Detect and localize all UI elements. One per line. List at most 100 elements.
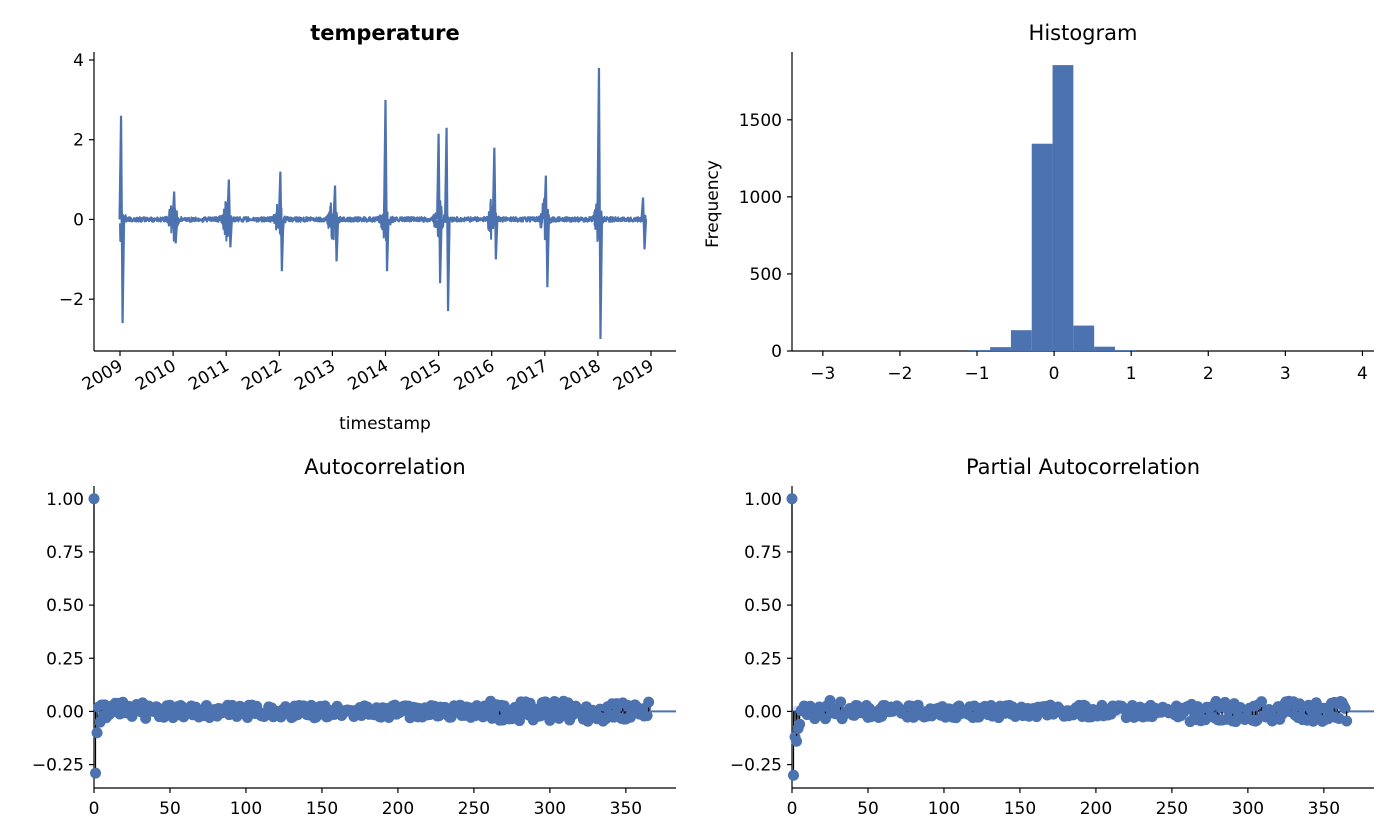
x-tick-label: 1 [1126,364,1137,384]
temperature-spike [436,133,443,284]
chart-title: Partial Autocorrelation [966,455,1200,479]
x-tick-label: −3 [810,364,835,384]
x-tick-label: 0 [1049,364,1060,384]
y-tick-label: 0.50 [46,596,84,616]
lag-marker [90,767,102,779]
chart-title: Autocorrelation [304,455,465,479]
x-tick-label: 100 [230,799,262,819]
histogram-bar [1031,143,1053,351]
x-ticks: 0 50 100 150 200 250 300 350 [89,788,642,819]
lag-marker [1256,696,1268,708]
x-tick-label: 350 [1308,799,1340,819]
lag-marker [1199,714,1211,726]
y-tick-label: −0.25 [730,756,782,776]
temperature-spike [382,99,390,272]
lag-marker [88,493,100,505]
partial-autocorrelation-chart: Partial Autocorrelation 1.00 0.75 0.50 0.25… [730,455,1374,819]
x-tick-label: 2014 [345,356,392,395]
y-tick-label: 500 [750,265,782,285]
y-tick-label: 4 [73,51,84,71]
y-ticks: 1.00 0.75 0.50 0.25 0.00 −0.25 [32,490,94,776]
x-tick-label: 2015 [398,356,445,395]
temperature-series [118,67,648,340]
lag-marker [643,696,655,708]
pacf-marks [786,493,1374,781]
y-tick-label: −0.25 [32,756,84,776]
temperature-spike [118,115,126,324]
histogram-bar [1010,330,1032,351]
lag-marker [788,769,800,781]
lag-marker [158,711,170,723]
lag-marker [786,493,798,505]
x-tick-label: 2010 [132,356,179,395]
x-tick-label: 2017 [504,356,551,395]
histogram-bars [969,65,1136,351]
x-tick-label: 2 [1203,364,1214,384]
temperature-spike [543,175,550,288]
x-ticks: 2009 2010 2011 2012 2013 2014 2015 2016 2017 2018… [79,351,658,395]
histogram-bar [969,350,991,351]
y-tick-label: 2 [73,131,84,151]
x-tick-label: 350 [610,799,642,819]
y-tick-label: −2 [59,290,84,310]
x-tick-label: −2 [887,364,912,384]
x-tick-label: −1 [964,364,989,384]
x-tick-label: 50 [159,799,181,819]
lag-marker [1339,702,1351,714]
y-tick-label: 0.25 [46,649,84,669]
x-axis-label: timestamp [339,414,431,434]
temperature-spike [332,185,340,262]
x-tick-label: 150 [1004,799,1036,819]
x-ticks: 0 50 100 150 200 250 300 350 [787,788,1340,819]
temperature-spike [596,67,604,340]
x-tick-label: 0 [787,799,798,819]
histogram-bar [1073,325,1095,351]
x-tick-label: 150 [306,799,338,819]
x-tick-label: 250 [1156,799,1188,819]
chart-title: Histogram [1029,21,1138,45]
y-tick-label: 1.00 [744,490,782,510]
y-tick-label: 1.00 [46,490,84,510]
y-tick-label: 0.75 [46,543,84,563]
x-tick-label: 50 [857,799,879,819]
lag-marker [791,735,803,747]
lag-marker [1031,711,1043,723]
y-tick-label: 0.75 [744,543,782,563]
y-tick-label: 0.00 [46,702,84,722]
y-ticks: 4 2 0 −2 [59,51,94,310]
y-tick-label: 0.50 [744,596,782,616]
lag-marker [445,711,457,723]
lag-marker [835,696,847,708]
temperature-spike [226,179,233,248]
x-tick-label: 300 [534,799,566,819]
x-tick-label: 2016 [451,356,498,395]
lag-marker [91,727,103,739]
x-tick-label: 4 [1357,364,1368,384]
x-tick-label: 100 [928,799,960,819]
temperature-spike [171,191,179,244]
histogram-bar [1094,346,1115,351]
y-tick-label: 1500 [739,111,782,131]
histogram-chart: Histogram 0 500 1000 1500 −3 −2 −1 0 1 2 3 4 Frequ… [703,21,1374,384]
temperature-line [119,197,647,243]
x-tick-label: 0 [89,799,100,819]
lag-marker [794,718,806,730]
y-axis-label: Frequency [703,160,723,248]
y-tick-label: 0.00 [744,702,782,722]
x-tick-label: 2009 [79,356,126,395]
x-tick-label: 2011 [185,356,232,395]
x-tick-label: 3 [1280,364,1291,384]
x-tick-label: 2012 [238,356,285,395]
x-tick-label: 200 [1080,799,1112,819]
autocorrelation-chart: Autocorrelation 1.00 0.75 0.50 0.25 0.00 −0.2… [32,455,676,819]
temperature-spike [640,197,648,250]
lag-marker [824,694,836,706]
histogram-bar [1114,350,1136,351]
temperature-spike [277,171,285,272]
histogram-bar [1052,65,1074,351]
x-tick-label: 2019 [610,356,657,395]
x-tick-label: 250 [458,799,490,819]
temperature-line-chart: temperature 420−2 2009 2010 2011 2012 2013 20… [59,21,676,434]
histogram-bar [990,347,1011,351]
